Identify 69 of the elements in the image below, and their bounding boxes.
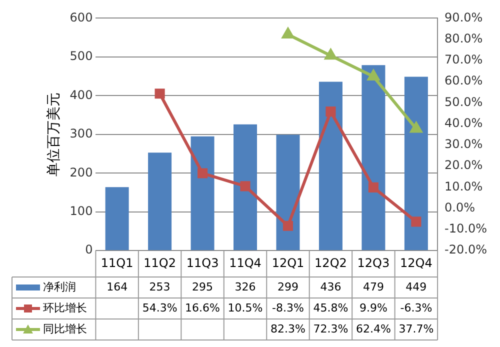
point [368,182,378,192]
data-label: 436 [320,280,342,294]
y-tick-label: 400 [70,88,93,102]
data-label: 82.3% [270,322,306,336]
y-tick-label: 100 [70,204,93,218]
y-axis-title: 单位百万美元 [46,92,62,176]
x-tick-label: 11Q1 [100,256,134,270]
data-label: 326 [234,280,256,294]
bar [148,152,172,250]
y-tick-label: 300 [70,126,93,141]
point [410,122,422,133]
point [324,49,337,60]
point [326,106,336,117]
data-label: 164 [106,280,128,294]
bar [318,82,342,250]
point [411,216,422,227]
data-label: 449 [406,280,427,294]
bar [404,76,428,250]
point [282,220,294,231]
bar [234,124,258,250]
y2-tick-label: 70.0% [444,52,483,67]
y2-tick-label: 60.0% [444,74,483,88]
x-tick-label: 11Q2 [144,256,176,270]
x-tick-label: 12Q3 [357,256,390,270]
y2-tick-label: 30.0% [444,137,483,152]
bar [362,65,386,250]
y-tick-label: 500 [70,49,93,64]
bar [190,136,214,250]
point [154,88,165,99]
data-label: 16.6% [185,301,220,314]
x-tick-label: 11Q3 [186,256,219,270]
legend-label: 同比增长 [43,322,87,336]
legend-label: 净利润 [43,280,76,294]
y2-tick-label: -20.0% [444,242,487,257]
bar [276,134,300,250]
y2-tick-label: 40.0% [444,116,483,130]
x-tick-label: 12Q1 [272,256,304,270]
data-label: 479 [362,280,384,294]
point [240,181,250,192]
data-label: 295 [192,280,214,294]
y2-tick-label: -10.0% [444,222,487,236]
x-tick-label: 12Q4 [400,256,432,270]
data-label: 10.5% [228,301,263,314]
y2-tick-label: 0.0% [444,200,476,214]
bar [105,187,129,250]
x-tick-label: 12Q2 [314,256,347,270]
data-label: 9.9% [359,301,388,314]
y-tick-label: 0 [85,242,93,257]
data-label: -6.3% [400,301,432,314]
data-label: 37.7% [398,322,434,336]
data-label: 62.4% [356,322,391,336]
point [197,168,208,178]
legend-label: 环比增长 [43,301,87,314]
y2-tick-label: 90.0% [444,10,483,24]
point [368,70,380,81]
y2-tick-label: 80.0% [444,31,483,46]
data-label: 54.3% [142,301,178,314]
y2-tick-label: 50.0% [444,94,483,109]
data-label: 299 [277,280,298,294]
data-label: -8.3% [272,301,304,314]
y-tick-label: 200 [70,165,93,180]
data-label: 253 [149,280,170,294]
data-label: 72.3% [313,322,348,336]
point [282,28,294,38]
y2-tick-label: 20.0% [444,158,483,172]
y2-tick-label: 10.0% [444,179,483,194]
x-tick-label: 11Q4 [229,256,262,270]
data-label: 45.8% [313,301,348,314]
y-tick-label: 600 [70,10,93,24]
